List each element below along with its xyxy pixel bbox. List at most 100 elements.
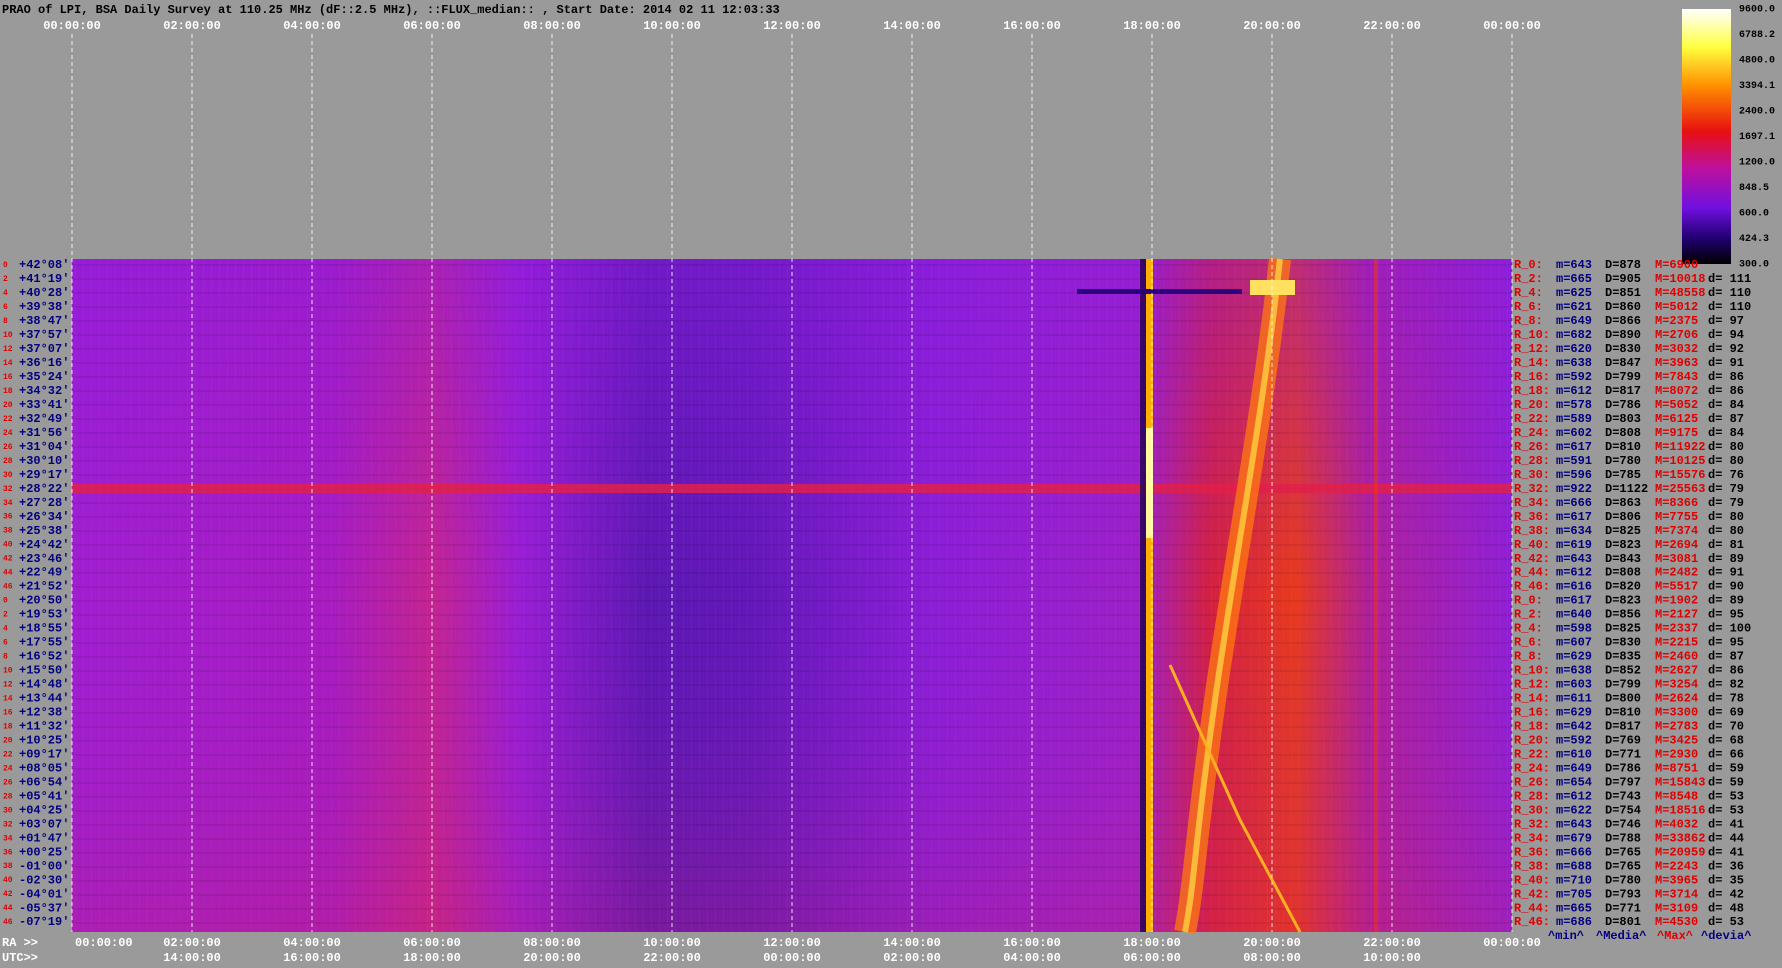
declination: +21°52' [19, 580, 69, 594]
row-id: R_40: [1514, 873, 1550, 887]
row-deviation: d= 91 [1708, 356, 1744, 370]
row-median: D=825 [1605, 622, 1641, 636]
row-max: M=2243 [1655, 859, 1698, 873]
declination: +33°41' [19, 398, 69, 412]
row-median: D=817 [1605, 720, 1641, 734]
declination: +20°50' [19, 594, 69, 608]
row-id: R_12: [1514, 678, 1550, 692]
row-id: R_18: [1514, 384, 1550, 398]
colorbar-label: 9600.0 [1739, 5, 1775, 16]
colorbar-label: 3394.1 [1739, 81, 1775, 92]
top-time-label: 00:00:00 [43, 19, 101, 33]
row-id: R_20: [1514, 398, 1550, 412]
declination: +16°52' [19, 650, 69, 664]
utc-time-label: 02:00:00 [883, 951, 941, 965]
row-deviation: d= 69 [1708, 706, 1744, 720]
row-id: R_46: [1514, 915, 1550, 929]
row-number: 18 [3, 722, 13, 731]
row-number: 36 [3, 513, 13, 522]
row-number: 44 [3, 904, 13, 913]
declination: +18°55' [19, 622, 69, 636]
declination: +38°47' [19, 314, 69, 328]
declination: -01°00' [19, 859, 69, 873]
row-median: D=825 [1605, 524, 1641, 538]
declination: +35°24' [19, 370, 69, 384]
row-id: R_22: [1514, 747, 1550, 761]
grid [71, 34, 1513, 932]
ra-time-label: 06:00:00 [403, 936, 461, 950]
row-median: D=817 [1605, 384, 1641, 398]
row-id: R_4: [1514, 286, 1543, 300]
declination: +10°25' [19, 733, 69, 747]
row-median: D=830 [1605, 342, 1641, 356]
row-min: m=602 [1556, 426, 1592, 440]
row-median: D=799 [1605, 678, 1641, 692]
row-max: M=9175 [1655, 426, 1698, 440]
row-min: m=621 [1556, 300, 1592, 314]
bright-strip-core [1146, 428, 1153, 538]
row-id: R_36: [1514, 510, 1550, 524]
ra-time-label: 18:00:00 [1123, 936, 1181, 950]
top-time-label: 06:00:00 [403, 19, 461, 33]
declination: -05°37' [19, 901, 69, 915]
row-deviation: d= 91 [1708, 566, 1744, 580]
ra-time-label: 16:00:00 [1003, 936, 1061, 950]
utc-time-label: 14:00:00 [163, 951, 221, 965]
row-deviation: d= 66 [1708, 747, 1744, 761]
row-id: R_6: [1514, 636, 1543, 650]
row-deviation: d= 110 [1708, 300, 1751, 314]
row-deviation: d= 90 [1708, 580, 1744, 594]
row-number: 26 [3, 778, 13, 787]
utc-time-label: 22:00:00 [643, 951, 701, 965]
declination: +00°25' [19, 845, 69, 859]
row-deviation: d= 97 [1708, 314, 1744, 328]
top-time-label: 04:00:00 [283, 19, 341, 33]
row-id: R_6: [1514, 300, 1543, 314]
row-id: R_12: [1514, 342, 1550, 356]
row-min: m=705 [1556, 887, 1592, 901]
row-min: m=654 [1556, 775, 1592, 789]
colorbar [1682, 9, 1731, 264]
row-id: R_0: [1514, 594, 1543, 608]
row-max: M=3714 [1655, 887, 1698, 901]
row-number: 10 [3, 331, 13, 340]
row-number: 20 [3, 736, 13, 745]
row-number: 28 [3, 792, 13, 801]
row-deviation: d= 92 [1708, 342, 1744, 356]
row-max: M=7843 [1655, 370, 1698, 384]
declination: -02°30' [19, 873, 69, 887]
row-number: 2 [3, 275, 8, 284]
row-min: m=612 [1556, 566, 1592, 580]
row-max: M=20959 [1655, 845, 1705, 859]
ra-time-label: 02:00:00 [163, 936, 221, 950]
row-deviation: d= 95 [1708, 608, 1744, 622]
row-min: m=620 [1556, 342, 1592, 356]
row-max: M=25563 [1655, 482, 1705, 496]
declination: +11°32' [19, 720, 69, 734]
row-number: 18 [3, 387, 13, 396]
row-deviation: d= 86 [1708, 370, 1744, 384]
top-time-label: 20:00:00 [1243, 19, 1301, 33]
row-deviation: d= 79 [1708, 482, 1744, 496]
row-max: M=5052 [1655, 398, 1698, 412]
row-number: 2 [3, 611, 8, 620]
row-max: M=3300 [1655, 706, 1698, 720]
row-min: m=596 [1556, 468, 1592, 482]
row-median: D=860 [1605, 300, 1641, 314]
colorbar-label: 300.0 [1739, 260, 1769, 271]
row-id: R_30: [1514, 468, 1550, 482]
row-id: R_34: [1514, 831, 1550, 845]
row-min: m=611 [1556, 692, 1592, 706]
row-number: 44 [3, 569, 13, 578]
colorbar-label: 848.5 [1739, 183, 1769, 194]
row-median: D=808 [1605, 566, 1641, 580]
row-min: m=622 [1556, 803, 1592, 817]
row-deviation: d= 48 [1708, 901, 1744, 915]
row-id: R_24: [1514, 761, 1550, 775]
utc-time-label: 20:00:00 [523, 951, 581, 965]
declination: +29°17' [19, 468, 69, 482]
row-min: m=643 [1556, 817, 1592, 831]
declination: +05°41' [19, 789, 69, 803]
row-deviation: d= 95 [1708, 636, 1744, 650]
row-number: 8 [3, 317, 8, 326]
